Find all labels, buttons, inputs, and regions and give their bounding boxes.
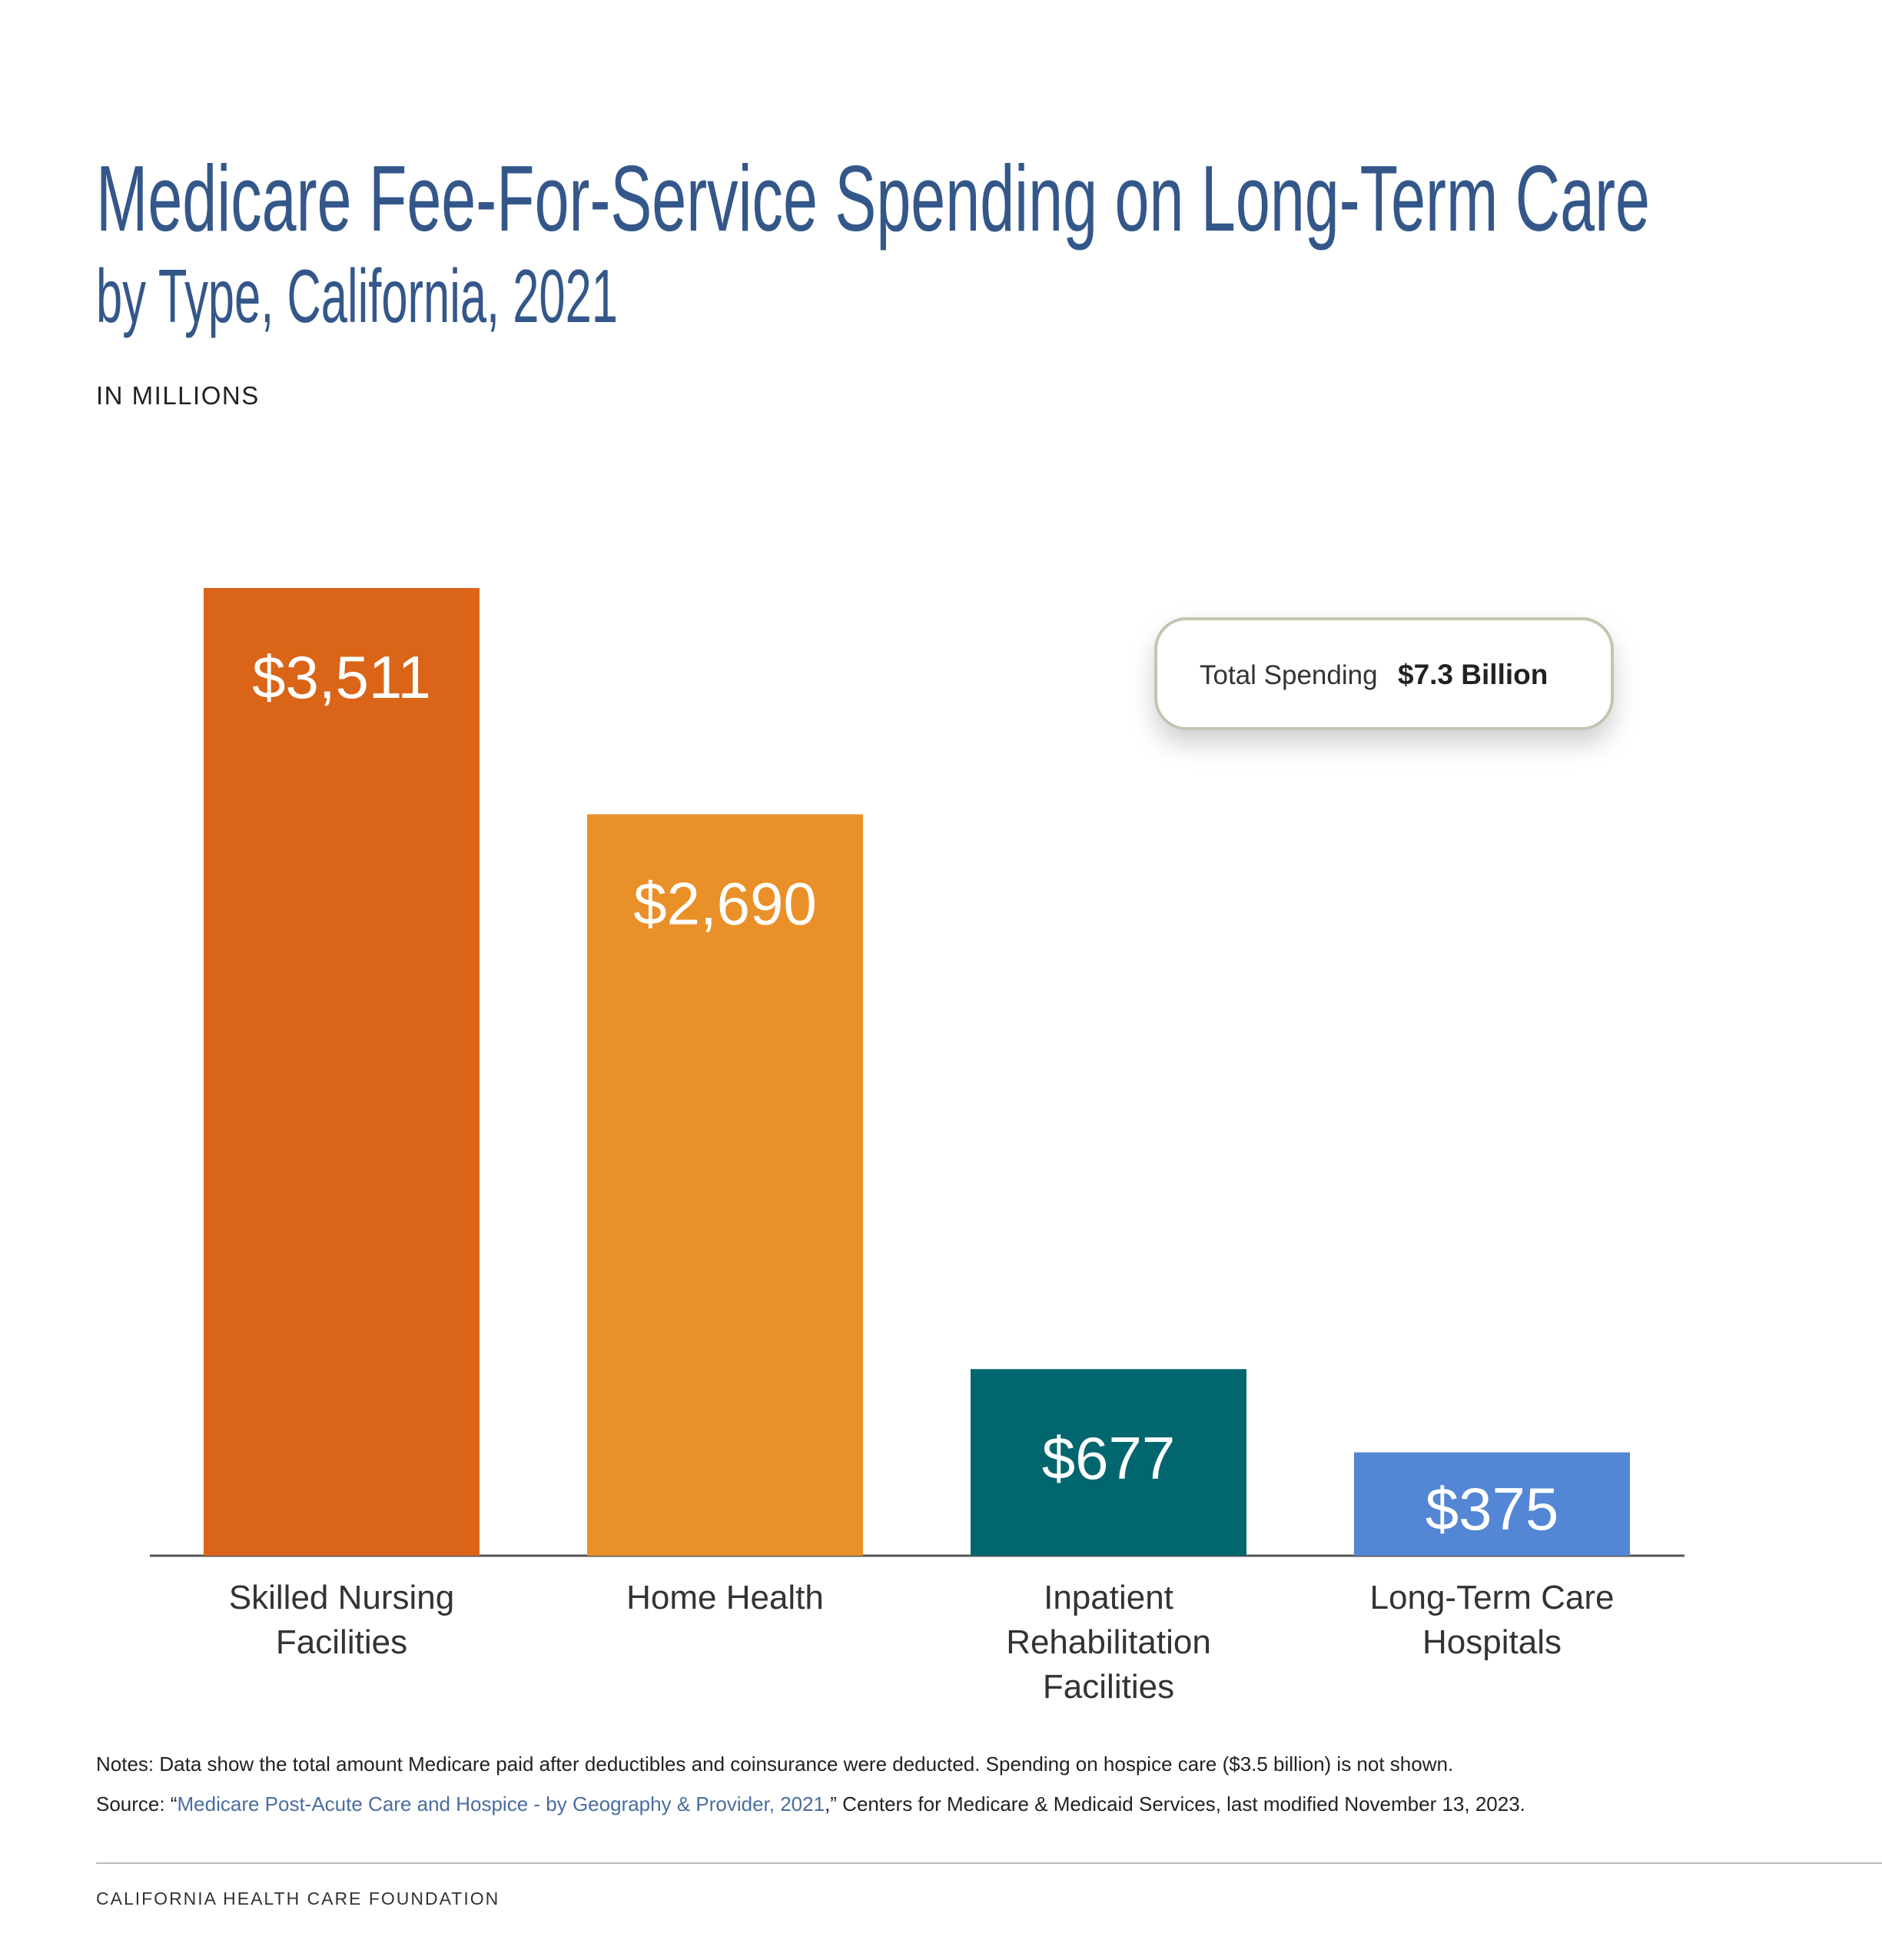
annotation-label: Total Spending (1200, 660, 1378, 690)
bar (1354, 1452, 1630, 1556)
x-tick-label: Inpatient Rehabilitation Facilities (1006, 1579, 1211, 1706)
bar (204, 588, 480, 1556)
annotation-value: $7.3 Billion (1398, 659, 1548, 690)
bar (971, 1369, 1246, 1556)
bar (587, 814, 863, 1556)
source-link[interactable]: Medicare Post-Acute Care and Hospice - b… (177, 1792, 825, 1815)
chart-title: Medicare Fee-For-Service Spending on Lon… (96, 146, 1650, 251)
value-label: $3,511 (252, 643, 431, 711)
value-label: $677 (1042, 1424, 1176, 1492)
notes: Notes: Data show the total amount Medica… (96, 1752, 1454, 1776)
x-tick-label: Home Health (626, 1579, 824, 1616)
annotation-box (1154, 617, 1614, 730)
value-label: $2,690 (633, 869, 817, 937)
chart-subtitle: by Type, California, 2021 (96, 254, 618, 338)
value-label: $375 (1426, 1475, 1559, 1543)
footer-rule (96, 1862, 1882, 1864)
x-tick-label: Skilled Nursing Facilities (228, 1579, 455, 1661)
source-prefix: Source: “ (96, 1792, 178, 1815)
source: Source: “Medicare Post-Acute Care and Ho… (96, 1792, 1525, 1816)
x-tick-label: Long-Term Care Hospitals (1369, 1579, 1615, 1661)
footer: CALIFORNIA HEALTH CARE FOUNDATION (96, 1889, 500, 1909)
units-label: IN MILLIONS (96, 381, 260, 410)
source-suffix: ,” Centers for Medicare & Medicaid Servi… (825, 1792, 1525, 1815)
